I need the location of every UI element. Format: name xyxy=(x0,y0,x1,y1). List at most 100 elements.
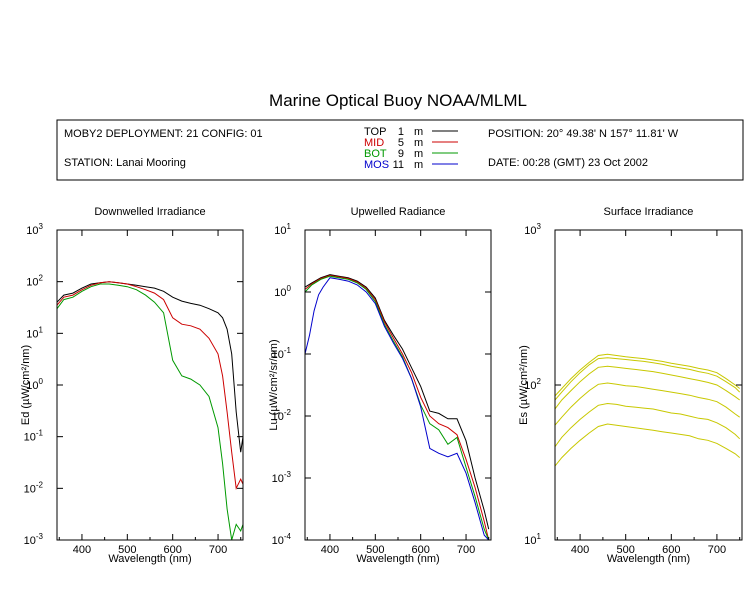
y-axis-label: Ed (µW/cm²/nm) xyxy=(20,345,32,425)
y-tick-base: 10 xyxy=(272,349,284,361)
legend-item-mid: MID 5 m xyxy=(364,137,458,149)
x-axis-label: Wavelength (nm) xyxy=(607,553,690,565)
series-group xyxy=(57,281,243,540)
series-line-es-6 xyxy=(555,423,741,467)
y-tick-label: 102 xyxy=(524,377,541,392)
series-line-es-5 xyxy=(555,402,741,447)
figure-title: Marine Optical Buoy NOAA/MLML xyxy=(269,91,527,110)
y-tick-exp: -2 xyxy=(36,480,44,489)
y-tick-exp: 1 xyxy=(287,222,292,231)
y-tick-exp: -4 xyxy=(284,532,292,541)
y-tick-base: 10 xyxy=(26,225,38,237)
y-tick-label: 10-1 xyxy=(272,346,292,361)
y-tick-base: 10 xyxy=(26,277,38,289)
legend-name: BOT xyxy=(364,148,387,160)
y-tick-label: 100 xyxy=(26,377,43,392)
legend-name: MID xyxy=(364,137,384,149)
y-tick-label: 101 xyxy=(274,222,291,237)
y-axis-label: Lu (µW/cm²/sr/nm) xyxy=(268,339,280,430)
y-tick-base: 10 xyxy=(24,535,36,547)
y-tick-exp: -3 xyxy=(36,532,44,541)
position-label: POSITION: 20° 49.38' N 157° 11.81' W xyxy=(488,128,679,140)
series-line-es-4 xyxy=(555,382,740,426)
legend-unit: m xyxy=(414,126,423,138)
series-line-es-1 xyxy=(555,353,741,397)
x-tick-label: 700 xyxy=(708,544,726,556)
y-tick-label: 102 xyxy=(26,274,43,289)
y-tick-exp: 1 xyxy=(39,325,44,334)
series-group xyxy=(305,274,490,540)
y-tick-base: 10 xyxy=(272,535,284,547)
y-axis-label: Es (µW/cm²/nm) xyxy=(518,345,530,425)
x-tick-label: 600 xyxy=(164,544,182,556)
legend-item-mos: MOS 11 m xyxy=(364,159,458,171)
y-tick-label: 101 xyxy=(26,325,43,340)
deployment-label: MOBY2 DEPLOYMENT: 21 CONFIG: 01 xyxy=(64,128,263,140)
legend-depth: 5 xyxy=(398,137,404,149)
y-tick-exp: -1 xyxy=(284,346,292,355)
y-tick-label: 10-3 xyxy=(24,532,44,547)
y-tick-exp: 3 xyxy=(537,222,542,231)
y-tick-label: 100 xyxy=(274,284,291,299)
y-tick-base: 10 xyxy=(24,432,36,444)
plot-frame xyxy=(554,229,743,541)
panel-title: Downwelled Irradiance xyxy=(94,206,205,218)
x-tick-label: 500 xyxy=(617,544,635,556)
y-tick-base: 10 xyxy=(26,380,38,392)
y-tick-exp: 0 xyxy=(39,377,44,386)
y-tick-label: 103 xyxy=(524,222,541,237)
series-line-top xyxy=(305,274,490,530)
y-tick-exp: 0 xyxy=(287,284,292,293)
y-tick-label: 101 xyxy=(524,532,541,547)
legend-unit: m xyxy=(414,159,423,171)
panel-title: Surface Irradiance xyxy=(604,206,694,218)
y-tick-base: 10 xyxy=(524,535,536,547)
x-tick-label: 500 xyxy=(366,544,384,556)
legend-name: MOS xyxy=(364,159,389,171)
y-tick-base: 10 xyxy=(524,225,536,237)
y-tick-base: 10 xyxy=(274,225,286,237)
x-tick-label: 600 xyxy=(412,544,430,556)
y-tick-exp: 3 xyxy=(39,222,44,231)
series-line-mid xyxy=(57,281,243,491)
y-tick-base: 10 xyxy=(524,380,536,392)
x-tick-label: 700 xyxy=(209,544,227,556)
y-tick-label: 10-1 xyxy=(24,429,44,444)
legend-item-top: TOP 1 m xyxy=(364,126,458,138)
plot-frame xyxy=(56,229,244,541)
y-tick-exp: 1 xyxy=(537,532,542,541)
x-tick-label: 400 xyxy=(321,544,339,556)
series-line-mid xyxy=(305,274,490,540)
y-tick-exp: 2 xyxy=(537,377,542,386)
y-tick-base: 10 xyxy=(274,287,286,299)
y-tick-base: 10 xyxy=(272,473,284,485)
y-tick-label: 10-3 xyxy=(272,470,292,485)
x-tick-label: 700 xyxy=(457,544,475,556)
header-box: MOBY2 DEPLOYMENT: 21 CONFIG: 01 STATION:… xyxy=(56,119,744,181)
y-tick-label: 10-4 xyxy=(272,532,292,547)
x-tick-label: 600 xyxy=(662,544,680,556)
y-tick-exp: 2 xyxy=(39,274,44,283)
series-line-mos xyxy=(305,277,490,540)
station-label: STATION: Lanai Mooring xyxy=(64,157,186,169)
y-tick-label: 10-2 xyxy=(272,408,292,423)
legend-item-bot: BOT 9 m xyxy=(364,148,458,160)
series-group xyxy=(555,353,741,467)
y-tick-label: 10-2 xyxy=(24,480,44,495)
series-line-bot xyxy=(57,283,243,540)
legend-depth: 11 xyxy=(393,159,404,171)
y-tick-label: 103 xyxy=(26,222,43,237)
y-tick-base: 10 xyxy=(272,411,284,423)
y-tick-exp: -2 xyxy=(284,408,292,417)
series-line-bot xyxy=(305,275,490,540)
x-tick-label: 400 xyxy=(73,544,91,556)
y-tick-base: 10 xyxy=(24,483,36,495)
series-line-es-2 xyxy=(555,357,741,401)
x-axis-label: Wavelength (nm) xyxy=(108,553,191,565)
